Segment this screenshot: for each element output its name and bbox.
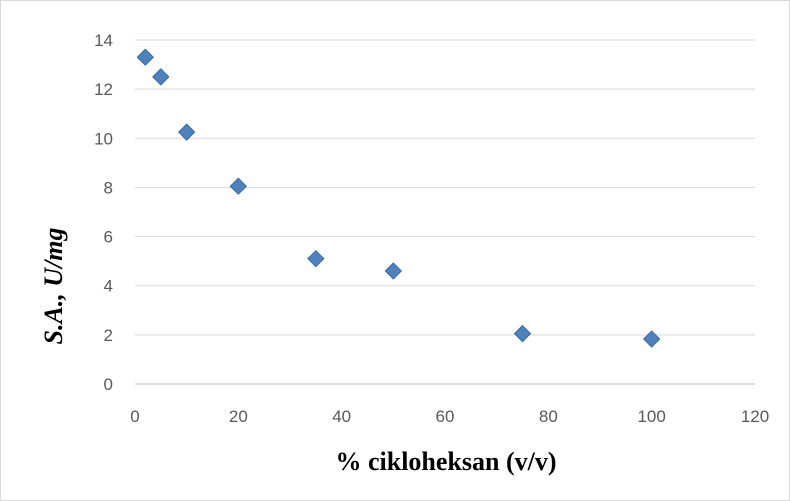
y-tick-label-4: 4: [104, 277, 113, 296]
data-point-5: [307, 249, 325, 268]
x-tick-label-60: 60: [436, 407, 455, 426]
x-tick-label-0: 0: [130, 407, 139, 426]
data-points: [136, 48, 661, 348]
tick-labels: 0 2 4 6 8 10 12 14 0 20 40 60 80 100 120: [94, 31, 769, 426]
y-tick-label-2: 2: [104, 326, 113, 345]
data-point-3: [177, 123, 196, 141]
y-tick-label-12: 12: [94, 80, 113, 99]
x-axis-title: % cikloheksan (v/v): [335, 447, 556, 476]
x-tick-label-120: 120: [741, 407, 769, 426]
data-point-2: [152, 68, 170, 86]
y-tick-label-0: 0: [104, 375, 113, 394]
data-point-4: [229, 177, 248, 195]
x-tick-label-20: 20: [229, 407, 248, 426]
x-tick-label-40: 40: [332, 407, 351, 426]
y-tick-label-6: 6: [104, 228, 113, 247]
y-tick-label-10: 10: [94, 129, 113, 148]
data-point-8: [642, 330, 661, 348]
y-axis-title: S.A., U/mg: [39, 227, 68, 344]
data-point-1: [136, 48, 155, 66]
data-point-7: [513, 324, 532, 343]
y-tick-label-14: 14: [94, 31, 113, 50]
gridlines: [135, 39, 755, 336]
data-point-6: [384, 262, 403, 280]
y-tick-label-8: 8: [104, 178, 113, 197]
x-tick-label-80: 80: [539, 407, 558, 426]
x-tick-label-100: 100: [637, 407, 665, 426]
